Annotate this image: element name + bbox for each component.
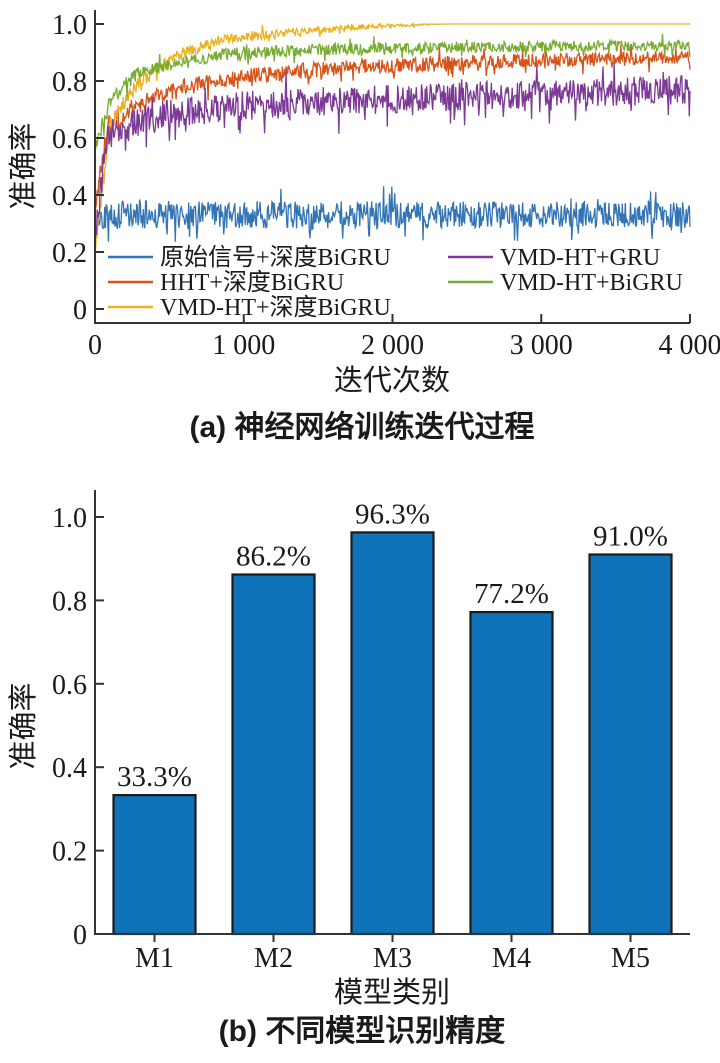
x-tick-label: 0 bbox=[88, 330, 102, 361]
chart-a-x-axis-label: 迭代次数 bbox=[334, 364, 450, 397]
x-tick-label: 2 000 bbox=[361, 330, 424, 361]
bar-M2 bbox=[231, 573, 316, 936]
chart-b-bars: 33.3% 86.2% 96.3% 77.2% 91.0% bbox=[112, 498, 673, 936]
y-tick-label: 0.2 bbox=[52, 238, 87, 269]
bar-M5 bbox=[588, 553, 673, 936]
y-tick-label: 0.2 bbox=[52, 837, 87, 868]
bar-value-label-M3: 96.3% bbox=[355, 498, 430, 530]
y-tick-label: 0.6 bbox=[52, 670, 87, 701]
x-tick-label: 3 000 bbox=[510, 330, 573, 361]
series-line-4 bbox=[94, 33, 691, 150]
y-tick-label: 0 bbox=[73, 920, 87, 951]
bar-M3 bbox=[350, 531, 435, 936]
chart-b-caption: (b) 不同模型识别精度 bbox=[219, 1015, 506, 1048]
category-label-M5: M5 bbox=[611, 943, 650, 974]
y-tick-label: 0 bbox=[73, 295, 87, 326]
x-tick-label: 1 000 bbox=[212, 330, 275, 361]
category-label-M4: M4 bbox=[492, 943, 531, 974]
chart-a-axes: 0 0.2 0.4 0.6 0.8 1.0 0 1 000 2 000 3 000 4 000 bbox=[52, 10, 720, 361]
category-label-M2: M2 bbox=[254, 943, 293, 974]
legend-label-3: VMD-HT+GRU bbox=[500, 245, 660, 271]
bar-value-label-M4: 77.2% bbox=[474, 578, 549, 610]
bar-value-label-M2: 86.2% bbox=[236, 541, 311, 573]
y-tick-label: 0.6 bbox=[52, 124, 87, 155]
series-line-1 bbox=[94, 43, 691, 216]
chart-a-training-iterations: 0 0.2 0.4 0.6 0.8 1.0 0 1 000 2 000 3 000 4 000 原始… bbox=[7, 10, 720, 444]
category-label-M3: M3 bbox=[373, 943, 412, 974]
bar-value-label-M5: 91.0% bbox=[593, 521, 668, 553]
category-label-M1: M1 bbox=[135, 943, 174, 974]
y-tick-label: 1.0 bbox=[52, 503, 87, 534]
chart-b-x-axis-label: 模型类别 bbox=[334, 976, 450, 1009]
y-tick-label: 0.4 bbox=[52, 753, 87, 784]
legend-label-0: 原始信号+深度BiGRU bbox=[160, 244, 391, 271]
y-tick-label: 0.8 bbox=[52, 67, 87, 98]
y-tick-label: 0.8 bbox=[52, 586, 87, 617]
series-line-2 bbox=[94, 21, 690, 253]
chart-a-y-axis-label: 准确率 bbox=[7, 122, 40, 209]
bar-value-label-M1: 33.3% bbox=[117, 761, 192, 793]
chart-a-series-lines bbox=[94, 21, 691, 253]
y-tick-label: 0.4 bbox=[52, 181, 87, 212]
chart-b-model-accuracy: 33.3% 86.2% 96.3% 77.2% 91.0% 0 0.2 0.4 0.6 0.8 1… bbox=[7, 490, 690, 1048]
x-tick-label: 4 000 bbox=[659, 330, 720, 361]
chart-b-axes: 0 0.2 0.4 0.6 0.8 1.0 M1 M2 M3 M4 M5 bbox=[52, 490, 690, 974]
series-line-3 bbox=[94, 61, 691, 236]
bar-M4 bbox=[469, 610, 554, 936]
legend-label-2: VMD-HT+深度BiGRU bbox=[160, 294, 391, 321]
chart-b-y-axis-label: 准确率 bbox=[7, 682, 40, 769]
chart-a-caption: (a) 神经网络训练迭代过程 bbox=[190, 410, 535, 444]
legend-label-1: HHT+深度BiGRU bbox=[160, 269, 344, 296]
legend-label-4: VMD-HT+BiGRU bbox=[500, 270, 683, 296]
y-tick-label: 1.0 bbox=[52, 10, 87, 41]
series-line-0 bbox=[94, 186, 691, 242]
bar-M1 bbox=[112, 793, 197, 936]
